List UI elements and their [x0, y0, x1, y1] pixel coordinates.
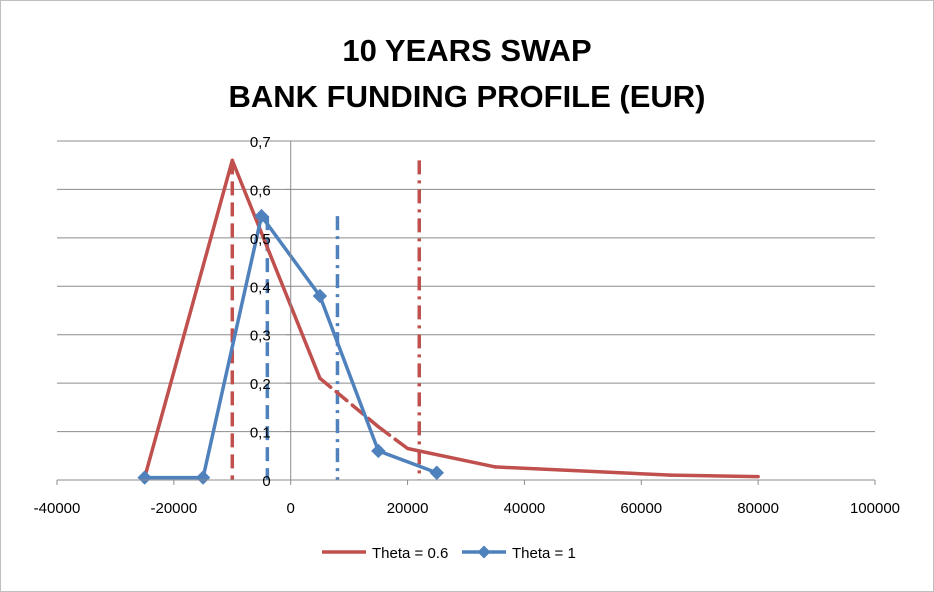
- y-tick-label: 0,2: [250, 376, 271, 393]
- data-point: [371, 443, 386, 459]
- series-segment: [405, 446, 497, 469]
- y-tick-label: 0: [262, 473, 270, 490]
- x-tick-label: 80000: [737, 500, 779, 517]
- y-tick-label: 0,5: [250, 231, 271, 248]
- gridlines: [57, 140, 875, 433]
- y-tick-label: 0,6: [250, 182, 271, 199]
- y-tick-label: 0,3: [250, 328, 271, 345]
- data-point: [312, 288, 328, 304]
- series-segment: [318, 294, 381, 453]
- x-tick-label: 100000: [850, 500, 900, 517]
- data-point: [254, 208, 269, 224]
- chart-title: 10 YEARS SWAP BANK FUNDING PROFILE (EUR): [0, 28, 934, 120]
- x-tick-label: 60000: [620, 500, 662, 517]
- axes: [56, 140, 876, 485]
- x-tick-label: 0: [287, 500, 295, 517]
- x-tick-label: 20000: [387, 500, 429, 517]
- series-segment: [230, 158, 322, 381]
- legend-label: Theta = 0.6: [372, 545, 448, 562]
- series-segment: [318, 376, 381, 429]
- chart-title-line-2: BANK FUNDING PROFILE (EUR): [228, 79, 706, 114]
- y-tick-label: 0,7: [250, 134, 271, 151]
- series-segment: [201, 214, 264, 480]
- tick-labels: 0 0,1 0,2 0,3 0,4 0,5 0,6 0,7 -40000 -20000 0 20000…: [34, 134, 900, 517]
- legend: Theta = 0.6 Theta = 1: [322, 545, 576, 562]
- data-point: [195, 470, 211, 485]
- legend-label: Theta = 1: [512, 545, 576, 562]
- legend-marker: [477, 545, 491, 559]
- x-tick-label: -20000: [150, 500, 197, 517]
- data-point: [429, 465, 444, 480]
- data-point: [137, 470, 152, 485]
- x-tick-label: -40000: [34, 500, 81, 517]
- reference-lines: [230, 160, 422, 480]
- series-segment: [376, 449, 439, 475]
- series-segment: [493, 465, 673, 477]
- series-group: [137, 158, 760, 485]
- chart-title-line-1: 10 YEARS SWAP: [342, 33, 592, 68]
- x-tick-label: 40000: [504, 500, 546, 517]
- series-segment: [668, 473, 760, 479]
- y-tick-label: 0,1: [250, 425, 271, 442]
- series-segment: [376, 424, 410, 451]
- series-segment: [142, 158, 235, 480]
- y-tick-label: 0,4: [250, 279, 271, 296]
